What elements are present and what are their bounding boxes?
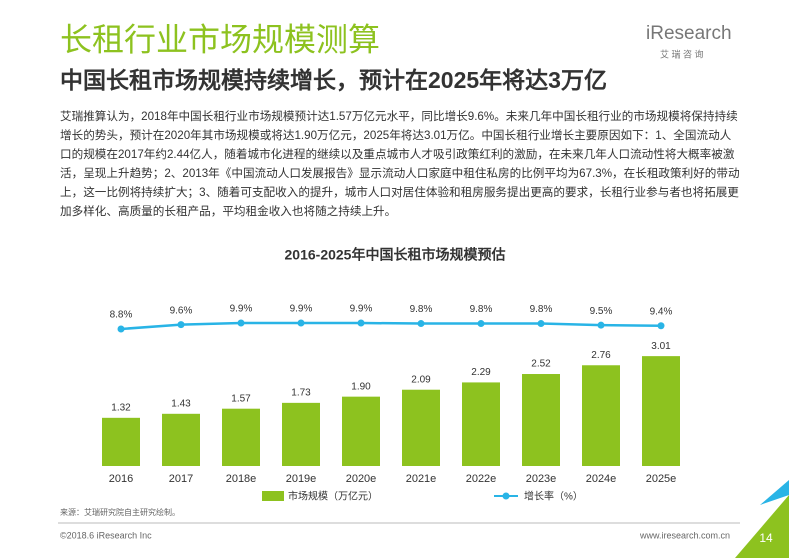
line-point xyxy=(357,319,365,327)
bar xyxy=(222,408,260,466)
data-label: 1.43 xyxy=(171,398,191,409)
x-tick-label: 2022e xyxy=(466,473,497,485)
x-tick-label: 2021e xyxy=(406,473,437,485)
corner xyxy=(735,495,789,558)
data-label: 1.73 xyxy=(291,387,311,398)
url: www.iresearch.com.cn xyxy=(639,530,730,540)
x-tick-label: 2016 xyxy=(109,473,133,485)
data-label: 2.52 xyxy=(531,359,551,370)
line-point xyxy=(117,325,125,333)
line-point xyxy=(177,321,185,329)
legend-dot xyxy=(502,492,510,500)
data-label: 9.8% xyxy=(410,304,433,315)
data-label: 2.29 xyxy=(471,367,491,378)
page-number: 14 xyxy=(759,531,773,545)
data-label: 1.32 xyxy=(111,402,131,413)
line xyxy=(120,321,662,331)
copyright: ©2018.6 iResearch Inc xyxy=(60,530,152,540)
x-tick-label: 2023e xyxy=(526,473,557,485)
bar xyxy=(522,374,560,466)
line-point xyxy=(417,320,425,328)
slide-title: 长租行业市场规模测算 xyxy=(60,21,380,57)
bar xyxy=(582,365,620,466)
x-tick-label: 2019e xyxy=(286,473,317,485)
data-label: 9.5% xyxy=(590,306,613,317)
data-label: 1.57 xyxy=(231,393,251,404)
line-point xyxy=(537,320,545,328)
data-label: 9.9% xyxy=(290,304,313,315)
data-label: 9.6% xyxy=(170,305,193,316)
line-point xyxy=(297,319,305,327)
x-tick-label: 2018e xyxy=(226,473,257,485)
paragraph: 艾瑞推算认为，2018年中国长租行业市场规模预计达1.57万亿元水平，同比增长9… xyxy=(60,110,740,218)
legend-label: 市场规模（万亿元） xyxy=(288,490,378,503)
slide-subtitle: 中国长租市场规模持续增长，预计在2025年将达3万亿 xyxy=(60,67,607,93)
x-tick-label: 2017 xyxy=(169,473,193,485)
logo-name: iResearch xyxy=(646,23,732,44)
line-point xyxy=(657,322,665,330)
data-label: 9.8% xyxy=(530,304,553,315)
bar xyxy=(102,417,140,466)
legend-label: 增长率（%） xyxy=(524,490,583,503)
x-tick-label: 2020e xyxy=(346,473,377,485)
data-label: 9.8% xyxy=(470,304,493,315)
data-label: 9.4% xyxy=(650,306,673,317)
corner-accent xyxy=(760,480,789,505)
data-label: 2.09 xyxy=(411,374,431,385)
bar xyxy=(402,389,440,466)
bar xyxy=(462,382,500,466)
logo-tagline: 艾 瑞 咨 询 xyxy=(660,48,704,59)
bar xyxy=(282,402,320,466)
data-label: 9.9% xyxy=(230,304,253,315)
x-tick-label: 2025e xyxy=(646,473,677,485)
source: 来源：艾瑞研究院自主研究绘制。 xyxy=(60,507,180,517)
x-tick-label: 2024e xyxy=(586,473,617,485)
bar xyxy=(642,356,680,466)
data-label: 8.8% xyxy=(110,310,133,321)
line-point xyxy=(477,320,485,328)
legend-swatch xyxy=(262,491,284,501)
bar xyxy=(162,413,200,466)
line-point xyxy=(237,319,245,327)
data-label: 3.01 xyxy=(651,341,671,352)
data-label: 2.76 xyxy=(591,350,611,361)
chart-title: 2016-2025年中国长租市场规模预估 xyxy=(285,247,506,263)
data-label: 1.90 xyxy=(351,381,371,392)
bar xyxy=(342,396,380,466)
data-label: 9.9% xyxy=(350,304,373,315)
line-point xyxy=(597,321,605,329)
